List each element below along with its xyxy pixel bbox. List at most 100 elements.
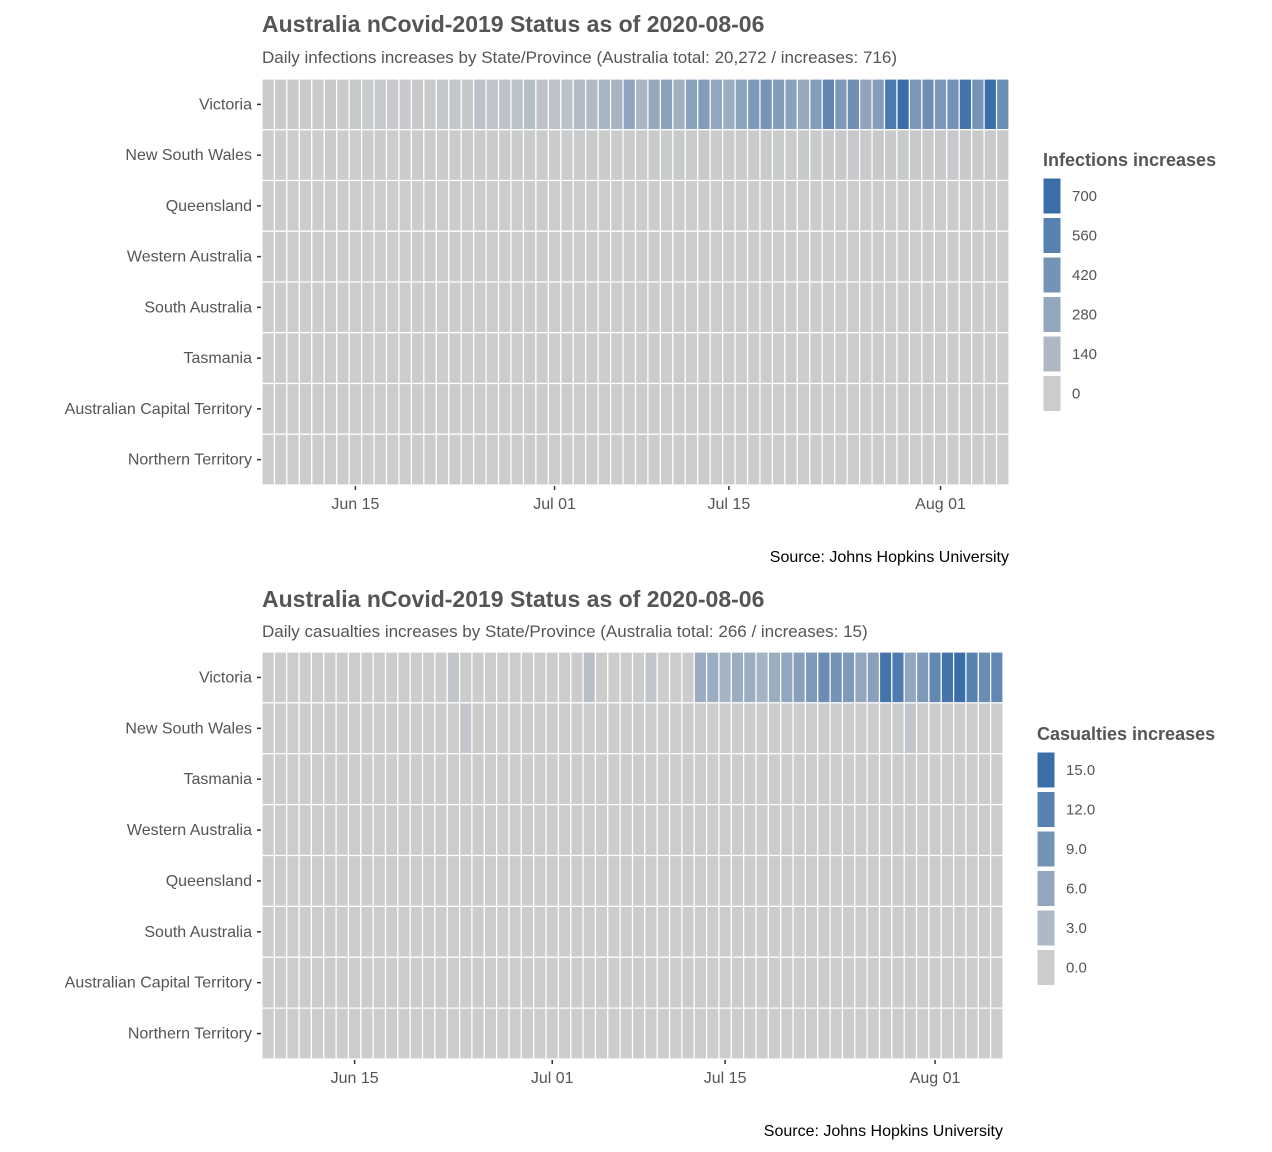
heatmap-cell bbox=[681, 956, 695, 1009]
heatmap-cell bbox=[659, 230, 674, 283]
heatmap-cell bbox=[634, 179, 649, 232]
heatmap-cell bbox=[759, 281, 774, 334]
heatmap-cell bbox=[560, 230, 574, 283]
heatmap-cell bbox=[684, 230, 699, 283]
heatmap-cell bbox=[261, 956, 275, 1009]
heatmap-cell bbox=[644, 651, 658, 704]
heatmap-cell bbox=[821, 281, 836, 334]
heatmap-cell bbox=[718, 1007, 732, 1060]
heatmap-cell bbox=[871, 433, 886, 486]
heatmap-cell bbox=[709, 179, 724, 232]
heatmap-cell bbox=[866, 651, 881, 704]
heatmap-cell bbox=[547, 332, 562, 385]
heatmap-cell bbox=[659, 433, 674, 486]
heatmap-cell bbox=[510, 332, 525, 385]
heatmap-cell bbox=[409, 956, 424, 1009]
heatmap-cell bbox=[834, 433, 848, 486]
heatmap-cell bbox=[946, 230, 960, 283]
heatmap-cell bbox=[460, 332, 475, 385]
heatmap-cell bbox=[622, 129, 637, 182]
heatmap-cell bbox=[311, 433, 325, 486]
heatmap-cell bbox=[310, 956, 325, 1009]
heatmap-cell bbox=[496, 905, 510, 958]
heatmap-cell bbox=[273, 433, 288, 486]
legend-label: 15.0 bbox=[1066, 762, 1095, 779]
x-axis-label: Jul 15 bbox=[708, 496, 751, 513]
heatmap-cell bbox=[995, 332, 1010, 385]
legend-label: 0.0 bbox=[1066, 960, 1087, 977]
heatmap-cell bbox=[398, 78, 413, 131]
heatmap-cell bbox=[952, 956, 967, 1009]
heatmap-cell bbox=[634, 78, 649, 131]
heatmap-cell bbox=[460, 382, 475, 435]
heatmap-cell bbox=[286, 382, 300, 435]
heatmap-cells bbox=[261, 78, 1010, 486]
heatmap-cell bbox=[933, 179, 948, 232]
heatmap-cell bbox=[684, 433, 699, 486]
heatmap-cell bbox=[854, 753, 868, 806]
heatmap-cell bbox=[273, 332, 288, 385]
heatmap-cell bbox=[990, 651, 1004, 704]
heatmap-cell bbox=[273, 78, 288, 131]
heatmap-cell bbox=[508, 956, 522, 1009]
heatmap-cell bbox=[965, 854, 979, 907]
heatmap-cell bbox=[619, 905, 634, 958]
legend-label: 420 bbox=[1072, 267, 1097, 284]
heatmap-cell bbox=[746, 332, 761, 385]
heatmap-cell bbox=[755, 702, 769, 755]
heatmap-cell bbox=[734, 78, 749, 131]
y-axis-label: Australian Capital Territory bbox=[65, 401, 252, 418]
heatmap-cell bbox=[681, 702, 695, 755]
heatmap-cell bbox=[743, 804, 757, 857]
heatmap-cell bbox=[409, 651, 424, 704]
heatmap-cell bbox=[298, 230, 313, 283]
heatmap-cell bbox=[594, 702, 609, 755]
heatmap-cell bbox=[508, 804, 522, 857]
heatmap-cell bbox=[878, 753, 893, 806]
heatmap-cell bbox=[928, 804, 942, 857]
heatmap-cell bbox=[834, 179, 848, 232]
heatmap-cell bbox=[323, 651, 337, 704]
heatmap-cell bbox=[398, 179, 413, 232]
heatmap-cell bbox=[273, 854, 288, 907]
heatmap-cell bbox=[347, 651, 362, 704]
heatmap-cell bbox=[866, 905, 881, 958]
heatmap-cell bbox=[722, 179, 736, 232]
heatmap-cell bbox=[582, 702, 597, 755]
heatmap-cell bbox=[483, 651, 498, 704]
heatmap-cell bbox=[535, 230, 549, 283]
heatmap-cell bbox=[348, 382, 363, 435]
heatmap-cell bbox=[878, 702, 893, 755]
heatmap-cell bbox=[866, 1007, 881, 1060]
heatmap-cell bbox=[809, 281, 823, 334]
heatmap-cell bbox=[582, 854, 597, 907]
heatmap-cell bbox=[286, 179, 300, 232]
heatmap-cell bbox=[473, 433, 487, 486]
heatmap-cell bbox=[631, 702, 646, 755]
heatmap-cell bbox=[298, 804, 312, 857]
heatmap-cell bbox=[718, 854, 732, 907]
heatmap-cell bbox=[261, 651, 275, 704]
legend-key bbox=[1036, 870, 1056, 907]
heatmap-cell bbox=[903, 905, 918, 958]
heatmap-cell bbox=[796, 433, 811, 486]
heatmap-cell bbox=[286, 905, 300, 958]
heatmap-cell bbox=[709, 230, 724, 283]
heatmap-cell bbox=[609, 78, 624, 131]
heatmap-cell bbox=[545, 956, 559, 1009]
heatmap-cell bbox=[597, 129, 612, 182]
heatmap-cell bbox=[448, 332, 462, 385]
heatmap-cell bbox=[722, 433, 736, 486]
heatmap-cell bbox=[473, 281, 487, 334]
legend-label: 3.0 bbox=[1066, 920, 1087, 937]
heatmap-cell bbox=[759, 332, 774, 385]
heatmap-cell bbox=[360, 905, 374, 958]
heatmap-cell bbox=[535, 129, 549, 182]
heatmap-cell bbox=[261, 702, 275, 755]
heatmap-cell bbox=[585, 281, 599, 334]
heatmap-cell bbox=[834, 78, 848, 131]
heatmap-cell bbox=[915, 702, 930, 755]
heatmap-cell bbox=[817, 651, 831, 704]
heatmap-cell bbox=[883, 179, 898, 232]
y-axis-labels: Victoria New South Wales Tasmania Western A… bbox=[65, 669, 261, 1043]
